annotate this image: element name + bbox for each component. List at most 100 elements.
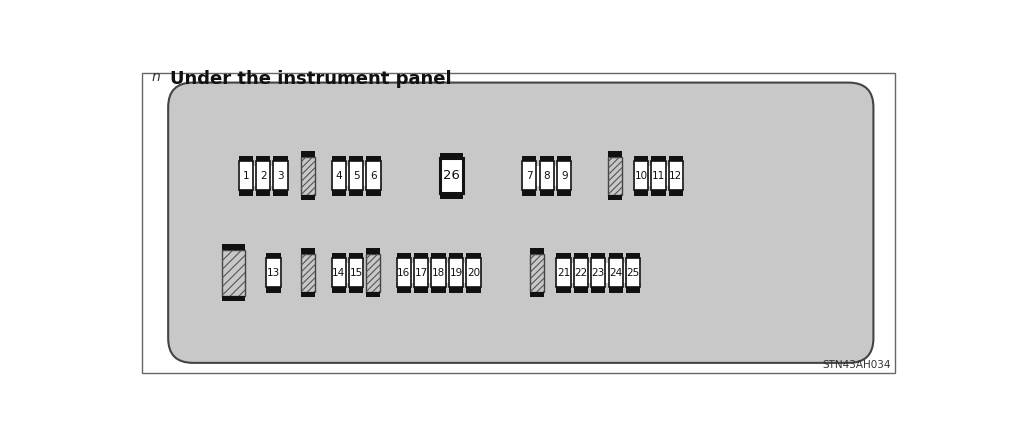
Text: 3: 3 (277, 171, 283, 181)
Bar (301, 195, 315, 201)
Text: 11: 11 (652, 171, 665, 181)
Bar (449, 253, 463, 258)
Bar (608, 195, 622, 201)
Text: 26: 26 (443, 169, 460, 182)
Text: 4: 4 (336, 171, 342, 181)
Bar (633, 166, 683, 186)
Bar (331, 287, 346, 293)
Bar (238, 161, 253, 191)
Bar (301, 151, 315, 156)
Bar (669, 156, 683, 161)
Text: 12: 12 (669, 171, 682, 181)
Bar (466, 258, 481, 287)
Bar (634, 156, 649, 161)
Bar (414, 253, 429, 258)
Bar (238, 156, 253, 161)
Bar (331, 258, 346, 287)
FancyBboxPatch shape (168, 83, 874, 363)
Bar (256, 191, 270, 196)
Text: 17: 17 (414, 268, 428, 278)
Bar (331, 191, 346, 196)
Bar (626, 287, 640, 293)
Bar (397, 287, 411, 293)
Bar (626, 253, 640, 258)
Text: 25: 25 (626, 268, 639, 278)
Bar (432, 253, 446, 258)
Bar (555, 263, 641, 283)
Bar (574, 258, 588, 287)
Bar (331, 161, 346, 191)
Text: 16: 16 (397, 268, 410, 278)
Bar (222, 244, 244, 250)
Bar (522, 161, 536, 191)
Bar (609, 253, 623, 258)
Bar (669, 161, 683, 191)
Bar (522, 166, 572, 186)
Bar (440, 153, 463, 158)
Bar (440, 158, 463, 194)
Text: 9: 9 (561, 171, 568, 181)
Bar (609, 258, 623, 287)
Bar (397, 258, 411, 287)
Bar (440, 194, 463, 199)
Bar (539, 156, 553, 161)
Bar (609, 287, 623, 293)
Text: 8: 8 (543, 171, 550, 181)
Text: 18: 18 (432, 268, 445, 278)
Text: 6: 6 (370, 171, 376, 181)
Bar (522, 156, 536, 161)
Bar (273, 161, 287, 191)
Text: STN43AH034: STN43AH034 (822, 360, 891, 370)
Bar (591, 287, 606, 293)
Bar (349, 287, 363, 293)
Bar (634, 161, 649, 191)
Bar (396, 263, 482, 283)
Bar (238, 191, 253, 196)
Bar (530, 254, 544, 292)
Text: n: n (151, 70, 160, 84)
Bar (557, 287, 571, 293)
Bar (558, 191, 572, 196)
Bar (273, 156, 287, 161)
Text: 23: 23 (591, 268, 605, 278)
Bar (574, 253, 588, 258)
Text: 21: 21 (557, 268, 570, 278)
Bar (530, 292, 544, 297)
Text: 20: 20 (466, 268, 480, 278)
Bar (539, 191, 553, 196)
Bar (522, 191, 536, 196)
Bar (266, 287, 280, 293)
Bar (591, 253, 606, 258)
Bar (330, 263, 364, 283)
Bar (266, 263, 281, 283)
Text: 15: 15 (350, 268, 363, 278)
Bar (449, 258, 463, 287)
Bar (432, 258, 446, 287)
Bar (349, 161, 363, 191)
Bar (273, 191, 287, 196)
Bar (557, 253, 571, 258)
Bar (608, 156, 622, 195)
Bar (414, 258, 429, 287)
Bar (301, 248, 315, 254)
Bar (449, 287, 463, 293)
Bar (574, 287, 588, 293)
Bar (634, 191, 649, 196)
Bar (366, 292, 380, 297)
Text: 1: 1 (242, 171, 249, 181)
Bar (366, 191, 381, 196)
Bar (366, 161, 381, 191)
Text: Under the instrument panel: Under the instrument panel (171, 70, 452, 88)
Bar (222, 296, 244, 301)
Bar (349, 191, 363, 196)
Bar (366, 156, 381, 161)
Bar (330, 166, 382, 186)
Bar (266, 253, 280, 258)
Bar (349, 156, 363, 161)
Bar (591, 258, 606, 287)
Bar (366, 248, 380, 254)
Bar (301, 292, 315, 297)
Bar (142, 73, 895, 373)
Bar (256, 161, 270, 191)
Text: 24: 24 (609, 268, 622, 278)
